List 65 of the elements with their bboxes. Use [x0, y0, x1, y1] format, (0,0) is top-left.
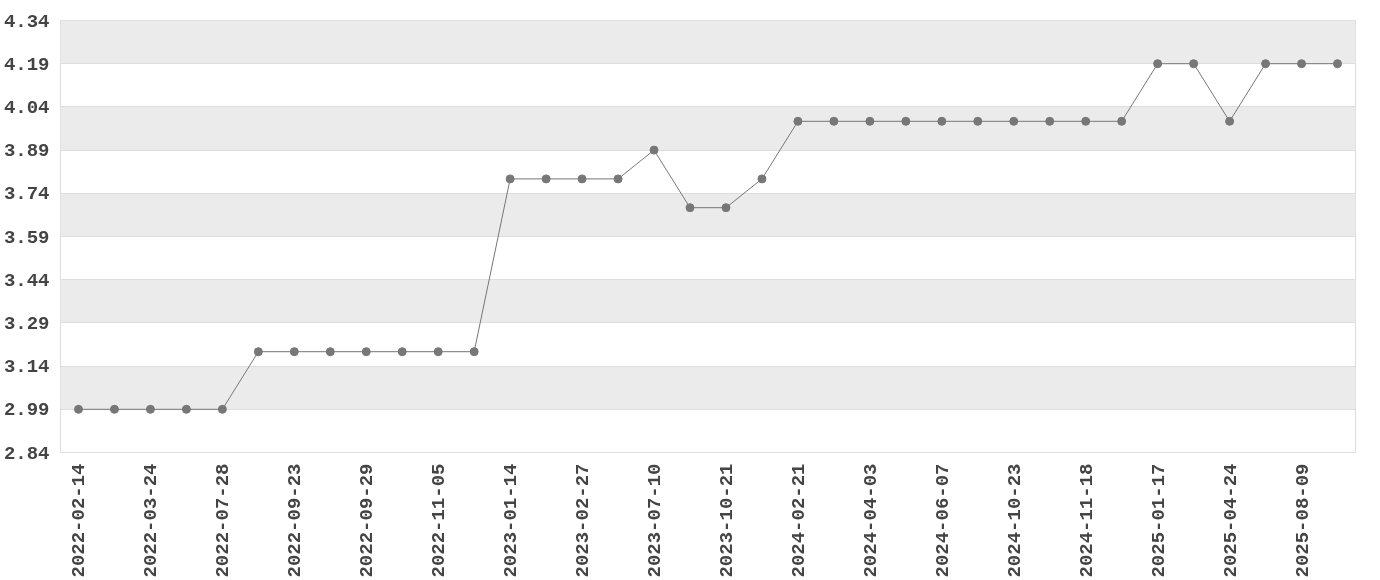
point [613, 174, 623, 184]
point [865, 116, 875, 126]
x-tick-label: 2022-09-23 [284, 463, 307, 578]
y-tick-label: 3.29 [3, 312, 50, 335]
y-tick-label: 2.99 [3, 399, 50, 422]
x-tick-label: 2023-01-14 [500, 463, 523, 578]
x-tick-label: 2025-04-24 [1219, 463, 1242, 578]
y-tick-label: 4.19 [3, 53, 50, 76]
x-tick-label: 2022-07-28 [212, 463, 235, 578]
x-tick-label: 2024-02-21 [787, 463, 810, 578]
point [325, 347, 335, 357]
point [361, 347, 371, 357]
x-tick-label: 2025-01-17 [1147, 463, 1170, 578]
point [793, 116, 803, 126]
x-tick-label: 2024-04-03 [859, 463, 882, 578]
point [433, 347, 443, 357]
x-tick-label: 2022-11-05 [428, 463, 451, 578]
point [1225, 116, 1235, 126]
point [181, 404, 191, 414]
point [577, 174, 587, 184]
point [757, 174, 767, 184]
point [505, 174, 515, 184]
point [649, 145, 659, 155]
point [1045, 116, 1055, 126]
point [145, 404, 155, 414]
point [541, 174, 551, 184]
point [1297, 59, 1307, 69]
x-tick-label: 2023-10-21 [715, 463, 738, 578]
point [721, 203, 731, 213]
point [829, 116, 839, 126]
x-tick-label: 2024-11-18 [1075, 463, 1098, 578]
x-tick-label: 2023-02-27 [572, 463, 595, 578]
x-tick-label: 2022-02-14 [68, 463, 91, 578]
point [397, 347, 407, 357]
point [109, 404, 119, 414]
point [469, 347, 479, 357]
point [1261, 59, 1271, 69]
point [217, 404, 227, 414]
x-tick-label: 2022-03-24 [140, 463, 163, 578]
point [973, 116, 983, 126]
y-tick-label: 4.34 [3, 10, 50, 33]
point [1333, 59, 1343, 69]
point [901, 116, 911, 126]
x-tick-label: 2024-06-07 [931, 463, 954, 578]
point [73, 404, 83, 414]
x-tick-label: 2025-08-09 [1291, 463, 1314, 578]
point [1117, 116, 1127, 126]
x-tick-label: 2022-09-29 [356, 463, 379, 578]
y-tick-label: 2.84 [3, 442, 50, 465]
y-tick-label: 4.04 [3, 96, 50, 119]
point [1189, 59, 1199, 69]
y-tick-label: 3.44 [3, 269, 50, 292]
point [1081, 116, 1091, 126]
y-tick-label: 3.14 [3, 356, 50, 379]
point [1009, 116, 1019, 126]
point [253, 347, 263, 357]
point [937, 116, 947, 126]
y-tick-label: 3.89 [3, 140, 50, 163]
y-tick-label: 3.74 [3, 183, 50, 206]
y-tick-label: 3.59 [3, 226, 50, 249]
point [1153, 59, 1163, 69]
point [685, 203, 695, 213]
x-tick-label: 2024-10-23 [1003, 463, 1026, 578]
point [289, 347, 299, 357]
x-tick-label: 2023-07-10 [644, 463, 667, 578]
